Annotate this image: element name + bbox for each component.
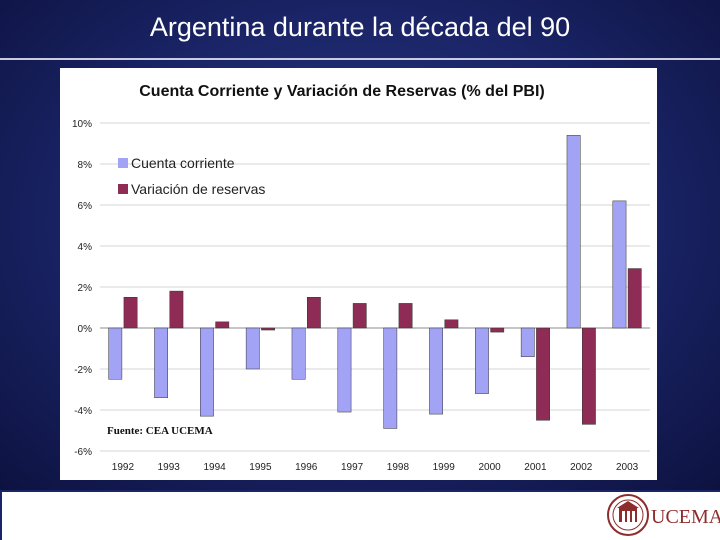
x-tick-label: 1998 (387, 462, 410, 473)
x-tick-label: 2002 (570, 462, 593, 473)
bar-current-account (429, 327, 444, 415)
grid-layer (100, 122, 650, 452)
bar-reserves (123, 297, 138, 329)
legend-swatch-current-account (118, 158, 128, 168)
x-tick-label: 2001 (524, 462, 547, 473)
bar-current-account (337, 327, 352, 413)
x-tick-label: 1999 (433, 462, 456, 473)
x-tick-label: 2003 (616, 462, 639, 473)
x-tick-label: 1997 (341, 462, 364, 473)
footer-left-rule (0, 492, 2, 540)
legend-label-reserves: Variación de reservas (131, 181, 265, 197)
bar-reserves (490, 327, 505, 333)
y-tick-label: -6% (74, 447, 92, 458)
bar-current-account (291, 327, 306, 380)
bar-reserves (169, 290, 184, 329)
y-tick-label: 10% (72, 119, 92, 130)
bar-reserves (536, 327, 550, 421)
y-tick-label: -2% (74, 365, 92, 376)
bar-reserves (261, 327, 275, 331)
footer-bar (0, 490, 720, 540)
x-tick-label: 1993 (158, 462, 181, 473)
legend-swatch-reserves (118, 184, 128, 194)
seal-icon (607, 494, 649, 536)
title-divider (0, 58, 720, 60)
bar-reserves (307, 297, 321, 329)
logo-text: UCEMA (651, 506, 720, 528)
y-tick-label: -4% (74, 406, 92, 417)
bar-current-account (475, 327, 489, 394)
x-tick-label: 1996 (295, 462, 318, 473)
bar-current-account (520, 327, 535, 357)
bar-current-account (154, 327, 169, 398)
x-tick-label: 1994 (203, 462, 226, 473)
legend: Cuenta corriente Variación de reservas (118, 155, 265, 197)
y-tick-label: 0% (78, 324, 93, 335)
bar-reserves (582, 327, 596, 425)
bar-current-account (108, 327, 123, 380)
slide-title: Argentina durante la década del 90 (149, 12, 571, 42)
chart-title: Cuenta Corriente y Variación de Reservas… (139, 83, 544, 100)
y-tick-label: 4% (78, 242, 93, 253)
bar-reserves (398, 303, 413, 329)
bar-current-account (245, 327, 260, 370)
bars-layer (108, 135, 642, 429)
y-tick-label: 8% (78, 160, 93, 171)
bar-current-account (566, 135, 581, 329)
y-tick-label: 2% (78, 283, 93, 294)
source-note: Fuente: CEA UCEMA (107, 425, 213, 437)
bar-current-account (383, 327, 398, 429)
x-axis-ticks: 1992 1993 1994 1995 1996 1997 1998 1999 2000 2001… (112, 462, 639, 473)
bar-reserves (444, 319, 459, 329)
x-tick-label: 1992 (112, 462, 135, 473)
x-tick-label: 1995 (249, 462, 272, 473)
bar-reserves (215, 321, 230, 329)
legend-label-current-account: Cuenta corriente (131, 155, 235, 171)
chart-panel: -6% -4% -2% 0% 2% 4% 6% 8% 10% 1992 1993 1994 1995 1… (60, 68, 657, 480)
bar-chart: -6%-4%-2%0%2%4%6%8%10% 1992 1993 1994 1995 1… (72, 83, 650, 473)
ucema-logo: UCEMA (604, 492, 720, 538)
x-tick-label: 2000 (478, 462, 501, 473)
y-axis-ticks: -6% -4% -2% 0% 2% 4% 6% 8% 10% (72, 119, 92, 458)
y-tick-label: 6% (78, 201, 93, 212)
bar-current-account (200, 327, 214, 417)
bar-reserves (627, 268, 642, 329)
bar-reserves (352, 303, 367, 329)
bar-current-account (612, 200, 627, 329)
